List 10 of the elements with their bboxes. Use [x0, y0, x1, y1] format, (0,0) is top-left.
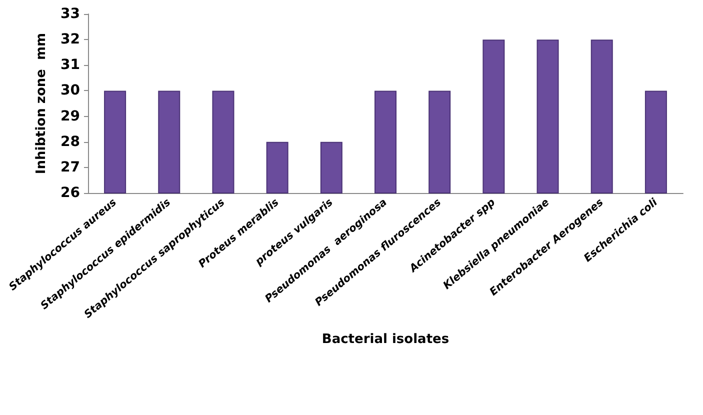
x-axis-title: Bacterial isolates: [322, 332, 450, 347]
y-tick-label: 26: [60, 185, 80, 201]
y-axis-title: Inhibtion zone mm: [34, 32, 49, 174]
y-tick-label: 31: [60, 57, 80, 74]
y-tick-label: 29: [60, 108, 80, 124]
y-tick-label: 30: [60, 82, 80, 99]
y-tick-label: 28: [60, 134, 80, 150]
y-tick-label: 32: [60, 32, 80, 48]
y-tick-label: 27: [60, 159, 80, 176]
y-tick-label: 33: [60, 6, 80, 22]
